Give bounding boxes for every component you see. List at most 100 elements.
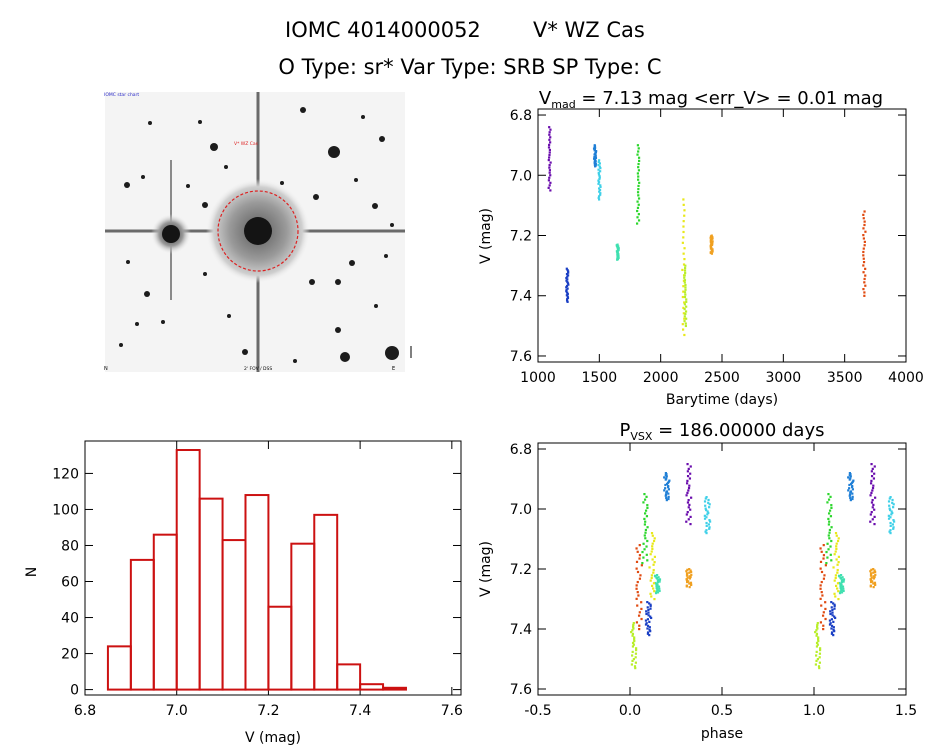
light-curve-point [710,243,714,247]
phase-curve-point [870,568,873,571]
light-curve-point [863,294,866,297]
phase-curve-point [633,636,636,639]
finder-label-bottom-right: E [392,366,395,372]
phase-curve-point [869,494,872,497]
phase-curve-point [690,496,693,499]
light-curve-point [565,294,568,297]
phase-curve-point [650,550,653,553]
light-curve-point [863,291,866,294]
phase-curve-point [638,577,642,580]
phase-curve-point [665,482,669,485]
light-curve-point [548,164,551,167]
light-curve-point [597,160,600,163]
phase-curve-point [848,478,851,481]
phase-curve-point [835,542,838,545]
light-curve-point [548,126,551,129]
light-curve-xtick-label: 4000 [888,370,924,386]
light-curve-point [864,267,867,270]
phase-curve-point [891,523,894,526]
phase-curve-point [873,515,876,518]
histogram-bar [336,663,362,691]
phase-curve-point [656,579,660,582]
phase-curve-point [685,585,688,588]
finder-label-top-left: IOMC star chart [104,92,139,98]
phase-curve-point [833,604,836,608]
light-curve-point [548,169,552,172]
light-curve-point [548,176,551,179]
light-curve-point [598,177,601,181]
phase-curve-point [838,575,841,578]
finder-label-bottom-center: 2' FOV / DSS [244,366,272,372]
light-curve-point [681,241,684,244]
phase-curve-point [829,515,833,518]
phase-curve-point [847,489,850,492]
phase-curve-point [642,556,645,559]
light-curve-ylabel: V (mag) [478,208,494,264]
phase-curve-point [667,486,670,489]
phase-curve-point [708,503,711,506]
phase-curve-point [830,539,833,543]
phase-curve-point [889,524,892,527]
light-curve-point [682,263,686,266]
phase-curve-point [655,586,658,590]
light-curve-point [711,235,714,239]
light-curve-point [636,153,639,156]
light-curve-point [683,291,687,294]
phase-curve-point [685,579,689,582]
light-curve-point [711,242,714,245]
phase-curve-point [643,493,646,496]
phase-curve-point [888,504,891,507]
phase-curve-point [645,612,648,616]
light-curve-title-prefix: V [539,88,552,109]
phase-curve-point [632,623,635,626]
phase-curve-point [658,578,662,581]
light-curve-point [863,223,866,227]
phase-curve-point [831,614,834,617]
field-stars [119,107,399,363]
phase-curve-point [690,573,693,576]
phase-curve-point [815,634,818,637]
histogram-bar [290,542,316,691]
phase-curve-point [890,510,893,513]
light-curve-point [862,227,865,230]
phase-curve-point [834,532,838,535]
phase-curve-point [830,618,834,621]
phase-curve-point [689,515,692,518]
phase-curve-point [819,547,822,550]
light-curve-point [862,271,865,274]
light-curve-point [709,236,712,239]
phase-curve-point [654,575,657,578]
light-curve-point [567,270,570,273]
phase-curve-point [634,649,638,652]
phase-curve-point [652,582,656,585]
phase-curve-point [665,491,668,494]
phase-curve-point [685,513,688,516]
phase-curve-point [840,574,843,577]
phase-curve-point [636,570,640,574]
phase-curve-point [652,587,655,590]
phase-curve-point [643,548,646,551]
phase-curve-point [704,530,707,533]
phase-curve-point [687,487,691,490]
phase-curve-point [687,518,690,521]
phase-curve-point [830,627,833,630]
phase-curve-point [650,616,653,620]
light-curve-point [566,298,569,301]
phase-curve-point [648,628,651,631]
phase-curve-point [889,508,892,512]
phase-curve-point [707,501,710,504]
phase-curve-point [658,587,661,590]
phase-curve-point [653,555,657,558]
light-curve-ytick-label: 6.8 [510,108,532,124]
phase-curve-point [631,659,634,662]
phase-curve-point [870,463,873,466]
light-curve-point [597,168,600,171]
phase-curve-point [827,548,830,551]
phase-curve-point [888,497,891,500]
light-curve-point [681,328,685,331]
phase-curve-point [646,559,649,562]
light-curve-point [637,184,640,188]
histogram-ytick-label: 40 [61,611,79,627]
light-curve-point [597,171,600,174]
light-curve-point [685,300,688,303]
